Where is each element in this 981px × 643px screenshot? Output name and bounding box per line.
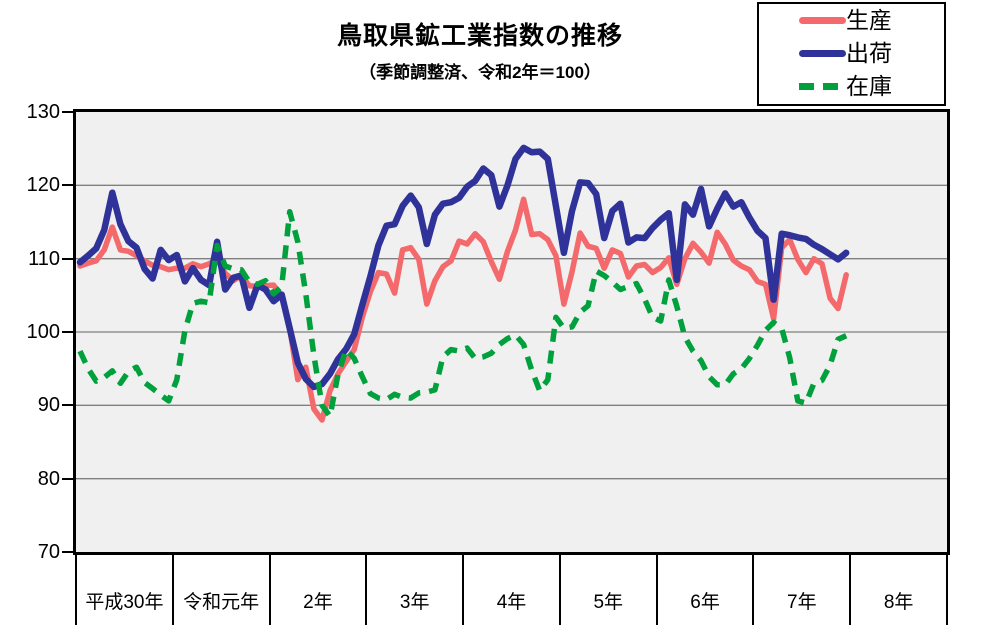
y-tick-label: 130 (26, 101, 60, 123)
shipment-line-swatch (799, 50, 846, 57)
x-year-separator (462, 555, 465, 625)
x-year-separator (75, 555, 77, 625)
series-line-在庫 (77, 208, 848, 420)
production-line-swatch (799, 17, 846, 24)
y-tick-mark (62, 111, 73, 113)
series-line-生産 (77, 196, 849, 423)
y-tick-mark (62, 477, 73, 480)
y-tick-label: 80 (37, 467, 60, 490)
x-year-separator (171, 555, 174, 625)
x-year-separator (752, 555, 755, 625)
y-tick-mark (62, 331, 73, 333)
y-tick-mark (62, 184, 73, 187)
x-year-label: 2年 (303, 592, 333, 613)
y-tick-label: 90 (37, 394, 60, 417)
legend-item-shipment: 出荷 (759, 37, 944, 70)
x-year-separator (365, 555, 368, 625)
x-year-label: 7年 (787, 592, 817, 613)
legend-box: 生産 出荷 在庫 (757, 2, 946, 106)
x-year-label: 4年 (496, 592, 527, 613)
x-year-separator (849, 555, 852, 625)
inventory-line-swatch (799, 83, 846, 90)
y-tick-label: 100 (26, 321, 60, 343)
plot-area (73, 109, 950, 555)
legend-label-shipment: 出荷 (846, 40, 892, 66)
x-year-label: 平成30年 (85, 592, 164, 613)
x-year-label: 3年 (399, 592, 430, 613)
chart-subtitle: （季節調整済、令和2年＝100） (359, 63, 601, 82)
y-tick-mark (62, 551, 73, 553)
legend-item-inventory: 在庫 (759, 70, 944, 103)
y-tick-label: 120 (26, 174, 60, 197)
x-year-separator (655, 555, 658, 625)
x-year-separator (946, 555, 948, 625)
y-tick-mark (62, 257, 73, 260)
y-tick-label: 110 (28, 247, 60, 270)
legend-label-inventory: 在庫 (846, 73, 892, 99)
series-line-出荷 (76, 144, 850, 391)
line-chart-canvas (76, 144, 947, 480)
y-tick-mark (62, 404, 73, 407)
legend-label-production: 生産 (846, 7, 892, 33)
x-year-label: 8年 (883, 592, 914, 613)
x-year-label: 6年 (690, 592, 720, 613)
x-year-separator (268, 555, 271, 625)
chart-title: 鳥取県鉱工業指数の推移 (336, 22, 623, 50)
x-year-label: 令和元年 (183, 592, 260, 613)
x-year-separator (558, 555, 561, 625)
legend-item-production: 生産 (759, 4, 944, 37)
y-tick-label: 70 (37, 541, 60, 563)
x-year-label: 5年 (593, 592, 624, 613)
